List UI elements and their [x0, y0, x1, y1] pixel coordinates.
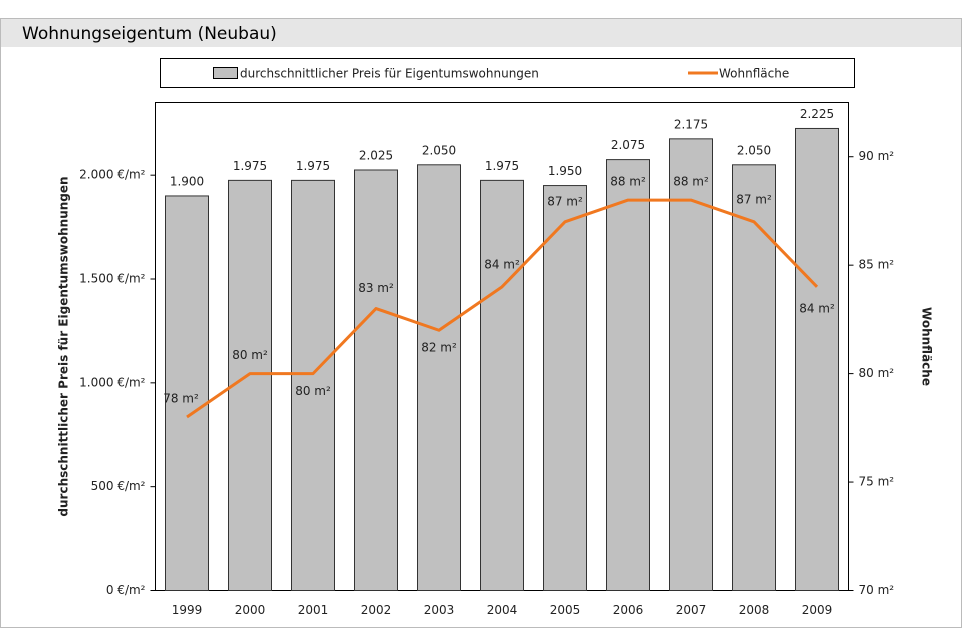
bar-value-label: 1.975	[233, 159, 267, 173]
y2-tick-label: 75 m²	[859, 475, 895, 489]
legend-swatch	[213, 67, 238, 79]
line	[186, 198, 819, 419]
x-tick-label: 2002	[361, 603, 392, 617]
bar	[732, 164, 776, 591]
bar-value-label: 2.025	[359, 148, 393, 162]
line-value-label: 82 m²	[421, 341, 457, 355]
bar	[165, 195, 209, 591]
x-tick-label: 2009	[802, 603, 833, 617]
y2-tick-label: 90 m²	[859, 149, 895, 163]
bar-value-label: 1.950	[548, 164, 582, 178]
bar-value-label: 2.175	[674, 117, 708, 131]
bar-value-label: 1.975	[296, 159, 330, 173]
bar	[543, 185, 587, 591]
y-axis-label: durchschnittlicher Preis für Eigentumswo…	[57, 176, 71, 516]
bar	[291, 179, 335, 591]
bar-value-label: 2.050	[422, 143, 456, 157]
bar-value-label: 1.975	[485, 159, 519, 173]
bar-value-label: 2.075	[611, 138, 645, 152]
bar	[417, 164, 461, 591]
x-tick-label: 2008	[739, 603, 770, 617]
line-value-label: 78 m²	[163, 391, 199, 405]
title-bar	[1, 19, 961, 47]
line-value-label: 80 m²	[295, 384, 331, 398]
x-tick-label: 1999	[172, 603, 203, 617]
x-tick-label: 2006	[613, 603, 644, 617]
y-tick-label: 1.500 €/m²	[79, 272, 146, 286]
y-tick-label: 500 €/m²	[91, 479, 146, 493]
legend-label: Wohnfläche	[719, 67, 789, 81]
y2-axis-label: Wohnfläche	[920, 307, 934, 386]
bar-value-label: 2.225	[800, 107, 834, 121]
y-tick-label: 2.000 €/m²	[79, 168, 146, 182]
bar	[669, 138, 713, 591]
line-value-label: 80 m²	[232, 348, 268, 362]
x-tick-label: 2001	[298, 603, 329, 617]
x-tick-label: 2000	[235, 603, 266, 617]
line-value-label: 83 m²	[358, 281, 394, 295]
legend-label: durchschnittlicher Preis für Eigentumswo…	[240, 67, 539, 81]
x-tick-label: 2007	[676, 603, 707, 617]
chart-title: Wohnungseigentum (Neubau)	[22, 24, 277, 44]
y-tick-label: 0 €/m²	[106, 583, 146, 597]
bar	[795, 127, 839, 591]
x-tick-label: 2003	[424, 603, 455, 617]
x-tick-label: 2004	[487, 603, 518, 617]
y2-tick-label: 80 m²	[859, 366, 895, 380]
legend-box	[160, 58, 855, 88]
bar	[228, 179, 272, 591]
line-value-label: 88 m²	[673, 175, 709, 189]
line-value-label: 87 m²	[547, 194, 583, 208]
x-tick-label: 2005	[550, 603, 581, 617]
bar	[354, 169, 398, 592]
y2-tick-label: 70 m²	[859, 583, 895, 597]
y-tick-label: 1.000 €/m²	[79, 375, 146, 389]
line-value-label: 88 m²	[610, 175, 646, 189]
line-value-label: 87 m²	[736, 192, 772, 206]
line-value-label: 84 m²	[799, 301, 835, 315]
bar-value-label: 2.050	[737, 143, 771, 157]
bar	[606, 159, 650, 591]
line-value-label: 84 m²	[484, 257, 520, 271]
bar	[480, 179, 524, 591]
bar-value-label: 1.900	[170, 174, 204, 188]
y2-tick-label: 85 m²	[859, 258, 895, 272]
